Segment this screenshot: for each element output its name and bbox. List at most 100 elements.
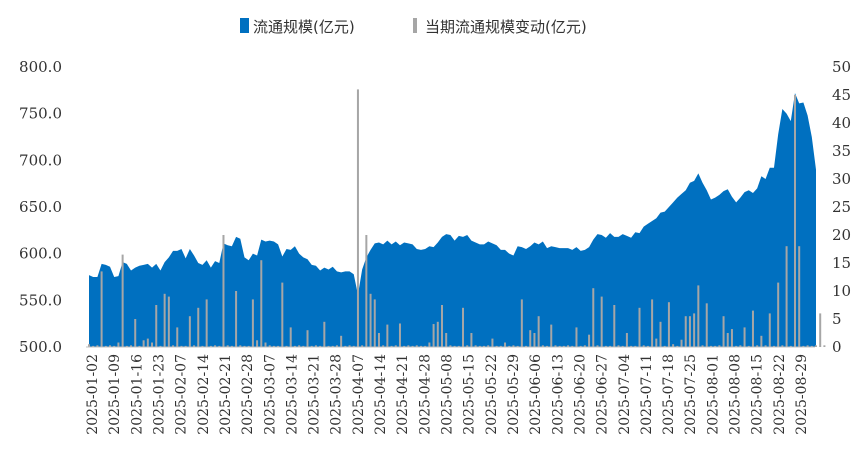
bar-mark [709,345,712,347]
x-tick-label: 2025-07-04 [617,354,633,435]
bar-mark [96,345,99,347]
bar-mark [793,95,796,347]
bar-mark [554,345,557,347]
bar-mark [462,307,465,347]
bar-mark [188,316,191,347]
bar-mark [453,345,456,347]
bar-mark [499,345,502,347]
bar-mark [676,345,679,347]
bar-mark [512,345,515,347]
bar-mark [772,345,775,347]
bar-mark [529,330,532,347]
bar-mark [193,345,196,347]
bar-mark [546,345,549,347]
bar-mark [617,345,620,347]
x-tick-label: 2025-01-09 [107,354,123,435]
bar-mark [445,333,448,347]
bar-mark [344,345,347,347]
bar-mark [306,330,309,347]
x-tick-label: 2025-03-28 [329,354,345,435]
x-tick-label: 2025-08-29 [794,354,810,435]
bar-mark [407,345,410,347]
bar-mark [109,345,112,347]
x-tick-label: 2025-02-14 [196,354,212,435]
bar-mark [583,345,586,347]
bar-mark [121,254,124,347]
bar-mark [302,345,305,347]
right-y-tick-label: 5 [832,310,842,328]
bar-mark [428,342,431,347]
bar-mark [525,345,528,347]
bar-mark [655,338,658,347]
bar-mark [356,89,359,348]
x-tick-label: 2025-08-01 [705,354,721,435]
bar-mark [701,345,704,347]
bar-mark [756,345,759,347]
bar-mark [693,313,696,347]
bar-mark [487,345,490,347]
bar-mark [625,333,628,347]
x-tick-label: 2025-05-22 [484,354,500,435]
bar-mark [516,345,519,347]
bar-mark [600,296,603,347]
bar-mark [520,299,523,347]
bar-mark [314,345,317,347]
bar-mark [167,296,170,347]
x-tick-label: 2025-06-06 [528,354,544,435]
bar-mark [100,271,103,347]
x-tick-label: 2025-07-11 [639,354,655,435]
bar-mark [630,345,633,347]
x-tick-label: 2025-03-14 [284,354,300,435]
x-tick-label: 2025-08-15 [750,354,766,435]
bar-mark [235,291,238,347]
left-y-tick-label: 550.0 [19,291,62,309]
bar-mark [142,340,145,347]
bar-mark [176,327,179,347]
legend-swatch-area [240,18,249,33]
bar-mark [739,345,742,347]
bar-mark [159,345,162,347]
bar-mark [214,345,217,347]
bar-mark [777,282,780,347]
right-y-tick-label: 35 [832,142,851,160]
bar-mark [680,339,683,347]
bar-mark [651,299,654,347]
bar-mark [268,345,271,347]
bar-mark [697,285,700,347]
x-tick-label: 2025-05-15 [462,354,478,435]
bar-mark [705,303,708,347]
bar-mark [457,345,460,347]
x-axis-labels: 2025-01-02 2025-01-09 2025-01-16 2025-01-23… [85,354,810,435]
bar-mark [588,334,591,347]
x-tick-label: 2025-02-07 [174,354,190,435]
x-tick-label: 2025-03-07 [262,354,278,435]
x-tick-label: 2025-02-28 [240,354,256,435]
legend-label-area: 流通规模(亿元) [253,18,355,36]
bar-mark [419,345,422,347]
bar-mark [483,345,486,347]
bar-mark [432,324,435,347]
right-y-tick-label: 30 [832,170,851,188]
area-series-path [89,93,816,347]
x-tick-label: 2025-05-08 [440,354,456,435]
bar-mark [209,345,212,347]
bar-mark [449,345,452,347]
bar-mark [373,299,376,347]
bar-mark [138,345,141,347]
bar-mark [504,342,507,347]
left-y-tick-label: 500.0 [19,338,62,356]
bar-mark [319,345,322,347]
x-tick-label: 2025-06-27 [595,354,611,435]
bar-mark [201,345,204,347]
bar-mark [785,246,788,347]
left-y-tick-label: 750.0 [19,105,62,123]
bar-mark [369,293,372,347]
bar-mark [613,305,616,347]
bar-mark [659,321,662,347]
bar-mark [541,345,544,347]
bar-mark [88,344,90,347]
bar-mark [155,305,158,347]
bar-mark [172,345,175,347]
bar-mark [230,345,233,347]
